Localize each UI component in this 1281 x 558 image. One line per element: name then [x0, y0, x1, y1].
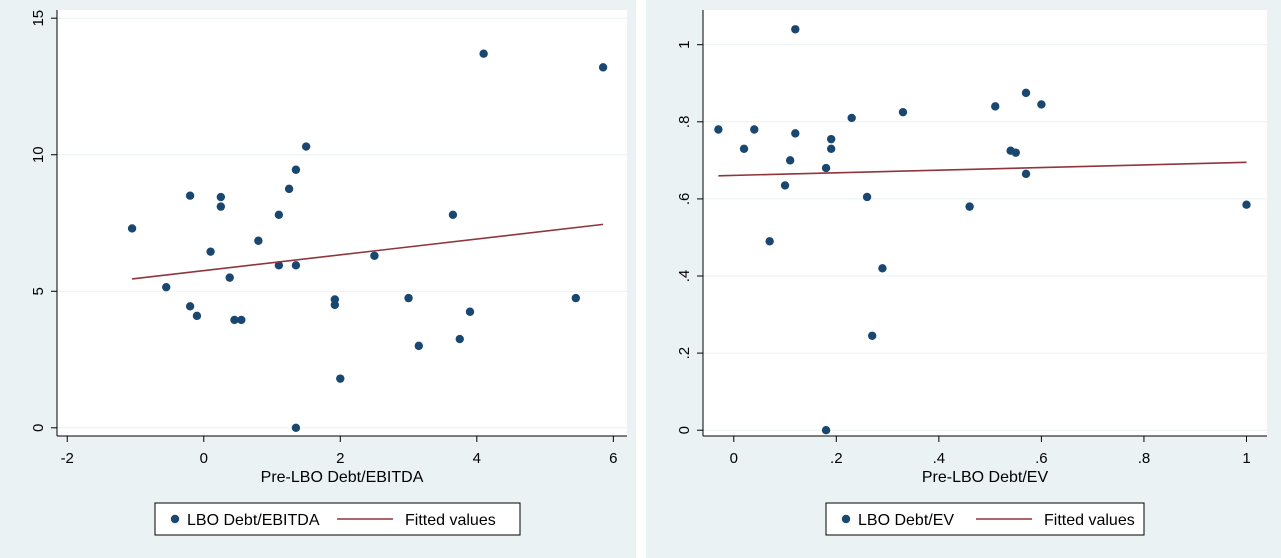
data-point: [330, 300, 340, 310]
data-point: [301, 142, 311, 151]
data-point: [739, 144, 749, 153]
legend: LBO Debt/EV Fitted values: [825, 502, 1145, 536]
chart-panel-1: 0 5 10 15 -2 0 2 4 6 Pre-LBO Debt/EBITDA LBO Debt/…: [0, 0, 636, 558]
data-point: [216, 192, 226, 202]
y-tick-label: 0: [30, 424, 47, 432]
data-point: [791, 129, 800, 138]
data-point: [225, 273, 234, 282]
legend: LBO Debt/EBITDA Fitted values: [154, 502, 521, 536]
data-point: [791, 25, 800, 34]
legend-label: LBO Debt/EBITDA: [187, 512, 320, 529]
legend-marker-scatter: [170, 514, 180, 524]
data-point: [1021, 88, 1031, 98]
data-point: [237, 315, 246, 325]
x-tick-label: .6: [1035, 450, 1048, 467]
data-point: [404, 293, 413, 303]
data-point: [162, 282, 171, 292]
x-axis-label: Pre-LBO Debt/EBITDA: [261, 469, 424, 486]
y-tick-label: 1: [676, 41, 693, 49]
data-point: [821, 426, 831, 435]
y-tick-label: .4: [676, 270, 693, 283]
data-point: [847, 113, 856, 123]
data-point: [1037, 100, 1046, 109]
x-tick-label: 0: [730, 450, 738, 467]
data-point: [598, 63, 608, 72]
x-tick-label: 2: [336, 450, 344, 467]
x-tick-label: -2: [61, 450, 74, 467]
y-tick-label: .8: [676, 116, 693, 129]
data-point: [479, 49, 488, 58]
data-point: [965, 202, 974, 211]
data-point: [1011, 148, 1020, 157]
y-tick-label: 10: [30, 146, 47, 163]
y-tick-label: 5: [30, 287, 47, 295]
data-point: [291, 423, 301, 433]
data-point: [750, 125, 759, 134]
data-point: [274, 210, 284, 220]
data-point: [821, 163, 831, 173]
data-point: [192, 311, 202, 321]
legend-label: Fitted values: [1044, 512, 1135, 529]
data-point: [185, 302, 195, 311]
data-point: [465, 307, 475, 316]
data-point: [1242, 200, 1251, 209]
x-tick-label: 6: [609, 450, 617, 467]
x-tick-label: .4: [933, 450, 946, 467]
data-point: [414, 341, 423, 351]
y-tick-label: .6: [676, 193, 693, 206]
legend-label: LBO Debt/EV: [858, 512, 954, 529]
data-point: [868, 331, 877, 340]
data-point: [127, 224, 137, 233]
data-point: [216, 202, 226, 211]
data-point: [1021, 169, 1031, 179]
x-tick-label: .2: [830, 450, 843, 467]
data-point: [785, 156, 795, 165]
data-point: [230, 315, 239, 325]
data-point: [765, 237, 774, 246]
data-point: [898, 107, 908, 117]
data-point: [206, 247, 215, 256]
x-tick-label: 0: [200, 450, 208, 467]
x-tick-label: .8: [1138, 450, 1151, 467]
data-point: [455, 334, 464, 344]
data-point: [274, 261, 284, 270]
data-point: [185, 191, 195, 200]
plot-area: [703, 10, 1267, 436]
legend-label: Fitted values: [405, 512, 496, 529]
data-point: [254, 236, 263, 245]
data-point: [571, 293, 581, 303]
fitted-line: [131, 223, 604, 280]
x-tick-label: 1: [1242, 450, 1250, 467]
data-point: [448, 210, 458, 220]
data-point: [336, 374, 345, 383]
y-tick-label: .2: [676, 347, 693, 360]
x-axis-label: Pre-LBO Debt/EV: [922, 469, 1049, 486]
y-tick-label: 0: [676, 426, 693, 434]
data-point: [991, 102, 1000, 111]
legend-marker-scatter: [841, 514, 851, 524]
data-point: [714, 125, 723, 134]
data-point: [826, 144, 836, 153]
data-point: [291, 261, 301, 270]
data-point: [291, 165, 301, 174]
data-point: [284, 184, 294, 194]
data-point: [826, 134, 836, 144]
data-point: [878, 264, 887, 273]
chart-panel-2: 0 .2 .4 .6 .8 1 0 .2 .4 .6 .8 1 Pre-LBO Debt/EV LBO D…: [646, 0, 1281, 558]
data-point: [862, 192, 872, 202]
data-point: [370, 251, 379, 260]
data-point: [780, 181, 790, 190]
x-tick-label: 4: [473, 450, 481, 467]
fitted-line: [718, 161, 1247, 177]
plot-area: [57, 10, 627, 436]
y-tick-label: 15: [30, 10, 47, 27]
